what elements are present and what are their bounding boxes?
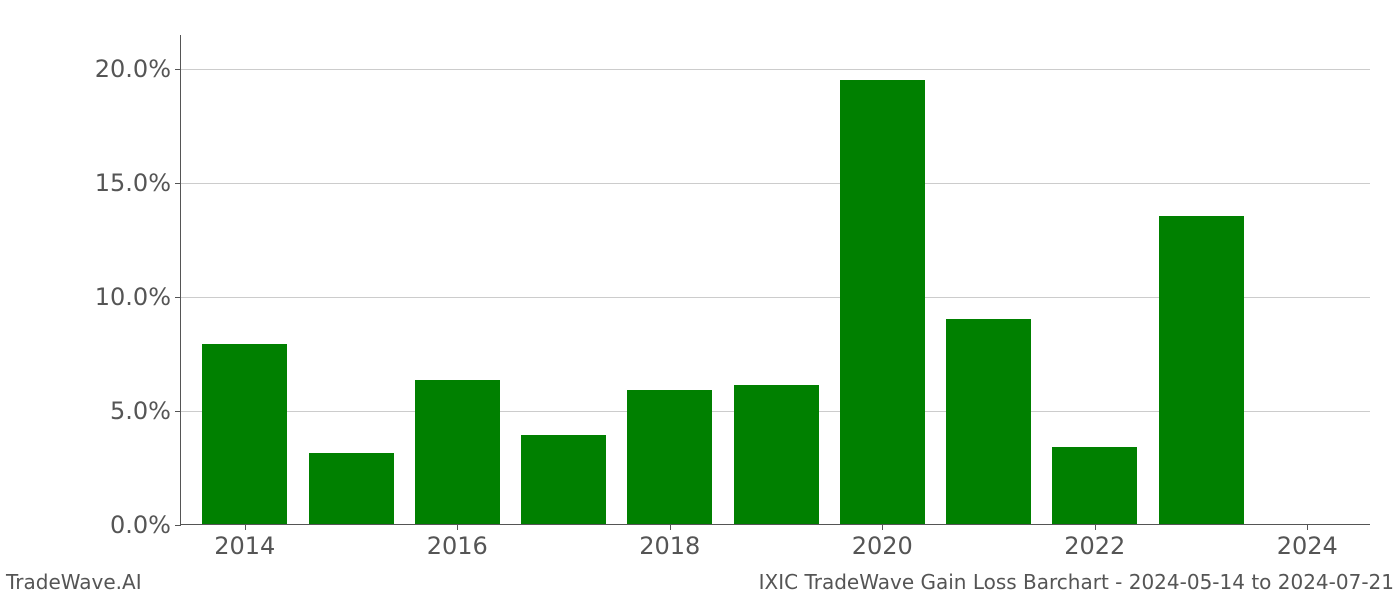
xtick-label: 2018 (639, 524, 700, 560)
footer-right-label: IXIC TradeWave Gain Loss Barchart - 2024… (759, 570, 1394, 594)
xtick-label: 2016 (427, 524, 488, 560)
ytick-label: 5.0% (110, 397, 181, 425)
bar (840, 80, 925, 524)
footer-left-label: TradeWave.AI (6, 570, 142, 594)
ytick-label: 10.0% (95, 283, 181, 311)
bar (415, 380, 500, 524)
plot-area: 0.0%5.0%10.0%15.0%20.0%20142016201820202… (180, 35, 1370, 525)
ytick-label: 0.0% (110, 511, 181, 539)
gridline (181, 69, 1370, 70)
ytick-label: 15.0% (95, 169, 181, 197)
bar (309, 453, 394, 524)
chart-container: 0.0% 5.0% 10.0% 15.0% 20.0% 2014 2016 2018 2020 2… (0, 0, 1400, 600)
bar (1159, 216, 1244, 524)
gridline (181, 183, 1370, 184)
xtick-label: 2024 (1277, 524, 1338, 560)
xtick-label: 2014 (214, 524, 275, 560)
bar (627, 390, 712, 524)
xtick-label: 2022 (1064, 524, 1125, 560)
bar (521, 435, 606, 524)
bar (946, 319, 1031, 524)
bar (734, 385, 819, 524)
bar (202, 344, 287, 524)
xtick-label: 2020 (852, 524, 913, 560)
bar (1052, 447, 1137, 524)
ytick-label: 20.0% (95, 55, 181, 83)
